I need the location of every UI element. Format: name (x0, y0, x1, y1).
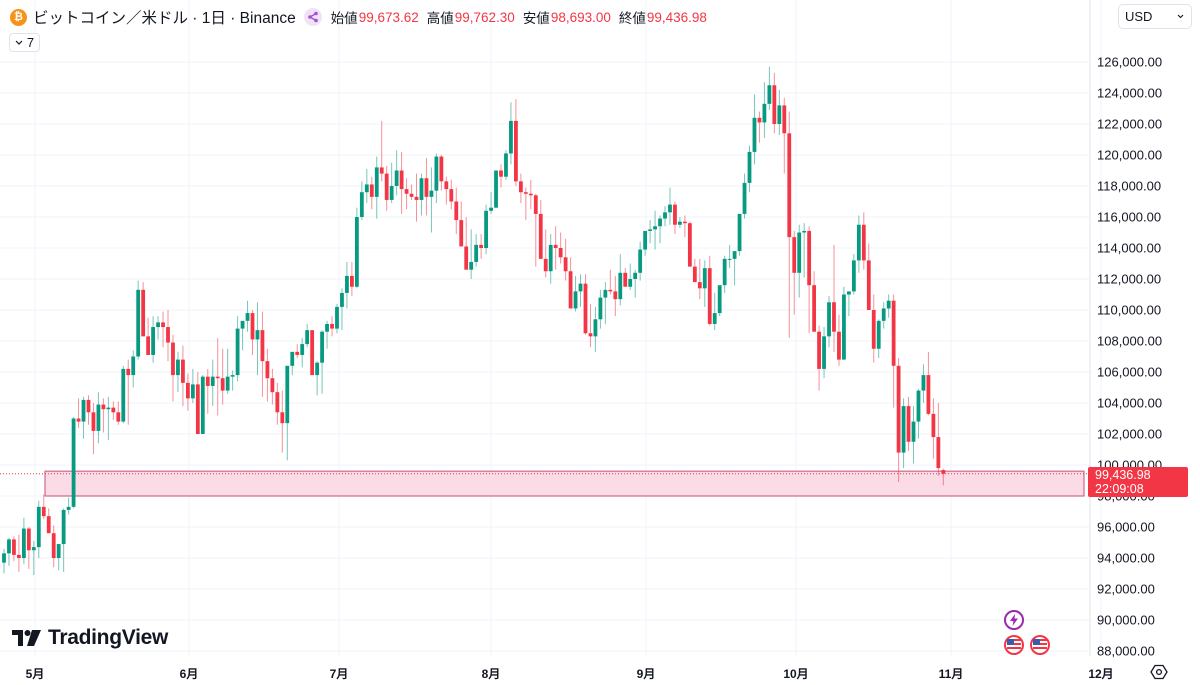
us-flag-event-icon[interactable] (1004, 635, 1024, 655)
candlestick-series (2, 66, 946, 576)
price-axis-tick: 96,000.00 (1097, 519, 1155, 535)
time-axis-tick: 12月 (1088, 667, 1114, 681)
price-axis-tick: 102,000.00 (1097, 426, 1163, 442)
lightning-event-icon[interactable] (1004, 610, 1024, 630)
time-axis-tick: 10月 (783, 667, 809, 681)
symbol-legend: ₿ ビットコイン／米ドル · 1日 · Binance 始値 99,673.62… (10, 6, 715, 28)
price-axis-tick: 94,000.00 (1097, 550, 1155, 566)
high-label: 高値 (426, 11, 454, 26)
bar-countdown: 22:09:08 (1095, 482, 1144, 496)
price-axis-tick: 124,000.00 (1097, 85, 1163, 101)
us-flag-event-icon[interactable] (1030, 635, 1050, 655)
time-axis-tick: 5月 (25, 667, 45, 681)
tradingview-logo[interactable]: TradingView (12, 626, 168, 650)
price-axis-tick: 116,000.00 (1097, 209, 1162, 225)
chevron-down-icon (15, 40, 23, 45)
price-axis-tick: 90,000.00 (1097, 612, 1155, 628)
price-axis-tick: 114,000.00 (1097, 240, 1162, 256)
price-axis-tick: 112,000.00 (1097, 271, 1162, 287)
support-zone-rectangle[interactable] (44, 470, 1085, 497)
chevron-down-icon (1177, 14, 1184, 19)
share-icon[interactable] (303, 8, 322, 26)
price-axis-tick: 88,000.00 (1097, 643, 1155, 659)
symbol-title[interactable]: ビットコイン／米ドル · 1日 · Binance (33, 10, 296, 27)
time-axis-tick: 7月 (329, 667, 349, 681)
price-axis-tick: 118,000.00 (1097, 178, 1162, 194)
price-axis-tick: 110,000.00 (1097, 302, 1162, 318)
low-value: 98,693.00 (550, 9, 611, 25)
tradingview-logo-text: TradingView (48, 626, 169, 649)
indicators-toggle-button[interactable]: 7 (9, 33, 40, 52)
currency-value: USD (1125, 9, 1153, 24)
time-axis-tick: 11月 (938, 667, 964, 681)
price-axis-tick: 126,000.00 (1097, 54, 1163, 70)
price-axis-tick: 122,000.00 (1097, 116, 1163, 132)
time-axis-tick: 9月 (636, 667, 656, 681)
open-label: 始値 (330, 11, 358, 26)
high-value: 99,762.30 (454, 9, 515, 25)
close-value: 99,436.98 (646, 9, 707, 25)
price-axis-tick: 104,000.00 (1097, 395, 1163, 411)
price-axis-tick: 106,000.00 (1097, 364, 1163, 380)
indicators-count: 7 (26, 35, 35, 50)
last-price-value: 99,436.98 (1095, 468, 1151, 482)
time-axis-tick: 6月 (179, 667, 199, 681)
settings-icon[interactable] (1150, 663, 1168, 681)
price-axis-tick: 120,000.00 (1097, 147, 1163, 163)
last-price-label: 99,436.98 22:09:08 (1088, 467, 1188, 497)
bitcoin-icon: ₿ (10, 8, 27, 26)
price-axis-tick: 108,000.00 (1097, 333, 1163, 349)
open-value: 99,673.62 (358, 9, 419, 25)
time-axis-tick: 8月 (481, 667, 501, 681)
close-label: 終値 (618, 11, 646, 26)
price-axis-tick: 92,000.00 (1097, 581, 1155, 597)
currency-select[interactable]: USD (1118, 4, 1192, 29)
low-label: 安値 (522, 11, 550, 26)
grid-lines (0, 0, 1102, 656)
tradingview-logo-icon (12, 630, 41, 646)
